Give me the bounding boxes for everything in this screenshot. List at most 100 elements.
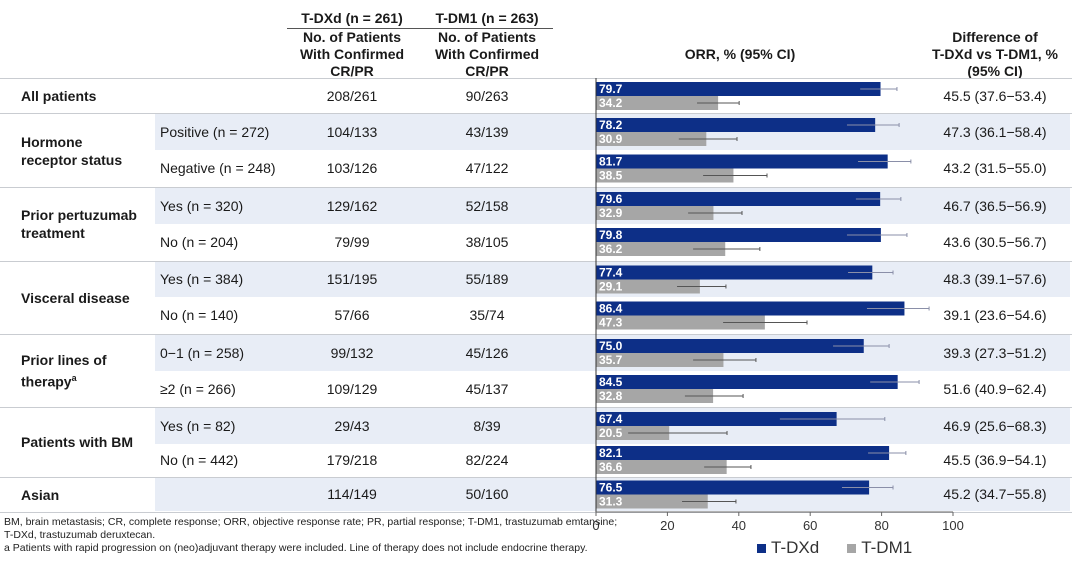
tdxd-bar xyxy=(596,301,905,316)
difference-title-line: Difference of xyxy=(952,29,1038,45)
row-separator xyxy=(0,334,1072,335)
tdm1-value-label: 47.3 xyxy=(599,316,623,330)
footnotes: BM, brain metastasis; CR, complete respo… xyxy=(4,516,624,555)
difference-title-line: T-DXd vs T-DM1, % xyxy=(931,46,1059,62)
legend-label-tdxd: T-DXd xyxy=(771,538,820,557)
tdm1-bar xyxy=(596,389,714,403)
tdm1-bar xyxy=(596,96,719,110)
tdxd-responders: 104/133 xyxy=(326,124,378,140)
tdm1-value-label: 36.6 xyxy=(599,460,623,474)
group-label-line: treatment xyxy=(21,225,85,241)
tdm1-bar xyxy=(596,242,726,256)
difference-value: 45.5 (36.9−54.1) xyxy=(943,452,1047,468)
subtitle-line: With Confirmed xyxy=(434,46,540,62)
group-label: All patients xyxy=(21,79,156,113)
tdxd-value-label: 67.4 xyxy=(599,412,623,426)
tdm1-value-label: 36.2 xyxy=(599,242,623,256)
difference-value: 47.3 (36.1−58.4) xyxy=(943,124,1047,140)
tdxd-value-label: 75.0 xyxy=(599,339,623,353)
group-label-line: All patients xyxy=(21,88,97,104)
subgroup-label: Yes (n = 384) xyxy=(160,271,244,287)
subgroup-label: Negative (n = 248) xyxy=(160,160,276,176)
tdxd-value-label: 79.6 xyxy=(599,192,623,206)
tdxd-value-label: 76.5 xyxy=(599,481,623,495)
x-tick-label: 80 xyxy=(874,518,888,533)
difference-value: 43.6 (30.5−56.7) xyxy=(943,234,1047,250)
footnote-marker: a xyxy=(71,373,77,384)
tdm1-responders: 90/263 xyxy=(465,88,509,104)
tdxd-responders: 109/129 xyxy=(326,381,378,397)
tdm1-column-subtitle: No. of Patients With Confirmed CR/PR xyxy=(417,29,557,80)
subgroup-label: No (n = 442) xyxy=(160,452,239,468)
tdxd-bar xyxy=(596,228,881,242)
difference-value: 51.6 (40.9−62.4) xyxy=(943,381,1047,397)
legend-label-tdm1: T-DM1 xyxy=(861,538,913,557)
tdm1-responders: 45/126 xyxy=(465,345,509,361)
footnote-abbreviations-cont: T-DXd, trastuzumab deruxtecan. xyxy=(4,529,156,541)
group-label-line: Asian xyxy=(21,486,60,503)
tdxd-column-subtitle: No. of Patients With Confirmed CR/PR xyxy=(282,29,422,80)
footnote-abbreviations: BM, brain metastasis; CR, complete respo… xyxy=(4,516,618,528)
tdm1-bar xyxy=(596,206,714,220)
tdxd-responders: 99/132 xyxy=(330,345,374,361)
tdm1-column-title: T-DM1 (n = 263) xyxy=(435,10,539,26)
tdxd-responders: 129/162 xyxy=(326,198,378,214)
tdxd-bar xyxy=(596,480,870,495)
tdm1-responders: 45/137 xyxy=(465,381,509,397)
tdm1-value-label: 32.9 xyxy=(599,206,623,220)
difference-value: 43.2 (31.5−55.0) xyxy=(943,160,1047,176)
x-tick-label: 0 xyxy=(592,518,599,533)
tdm1-responders: 82/224 xyxy=(465,452,509,468)
tdxd-column-title: T-DXd (n = 261) xyxy=(301,10,403,26)
tdxd-bar xyxy=(596,82,881,96)
group-label: Patients with BM xyxy=(21,408,156,476)
group-label: Prior lines of therapya xyxy=(21,335,156,407)
tdm1-value-label: 34.2 xyxy=(599,96,623,110)
group-label-line: Patients with BM xyxy=(21,434,134,450)
tdm1-value-label: 20.5 xyxy=(599,426,623,440)
row-separator xyxy=(0,113,1072,114)
x-tick-label: 60 xyxy=(803,518,817,533)
x-tick-label: 20 xyxy=(660,518,674,533)
subtitle-line: CR/PR xyxy=(330,63,374,79)
tdm1-responders: 38/105 xyxy=(465,234,509,250)
subtitle-line: No. of Patients xyxy=(302,29,401,45)
difference-column-title: Difference of T-DXd vs T-DM1, % (95% CI) xyxy=(920,29,1070,80)
tdxd-value-label: 77.4 xyxy=(599,266,623,280)
tdm1-bar xyxy=(596,279,700,294)
tdm1-value-label: 35.7 xyxy=(599,353,623,367)
tdm1-bar xyxy=(596,132,707,146)
subgroup-label: No (n = 140) xyxy=(160,307,239,323)
tdxd-value-label: 82.1 xyxy=(599,446,623,460)
group-label: Asian xyxy=(21,478,156,511)
subtitle-line: CR/PR xyxy=(465,63,509,79)
tdxd-responders: 208/261 xyxy=(326,88,378,104)
tdxd-bar xyxy=(596,118,876,132)
footnote-a: a Patients with rapid progression on (ne… xyxy=(4,542,588,554)
tdxd-responders: 29/43 xyxy=(334,418,370,434)
group-label-line: Hormone xyxy=(21,133,83,150)
tdm1-responders: 8/39 xyxy=(473,418,501,434)
tdxd-value-label: 81.7 xyxy=(599,155,623,169)
group-label-line: Visceral disease xyxy=(21,290,130,306)
legend-swatch-tdxd xyxy=(757,543,766,553)
tdxd-value-label: 79.8 xyxy=(599,228,623,242)
tdxd-bar xyxy=(596,446,890,460)
group-label: Hormone receptor status xyxy=(21,114,156,187)
difference-value: 45.2 (34.7−55.8) xyxy=(943,486,1047,502)
row-separator xyxy=(0,261,1072,262)
tdm1-bar xyxy=(596,315,765,330)
row-separator xyxy=(0,477,1072,478)
tdxd-value-label: 84.5 xyxy=(599,375,623,389)
tdxd-bar xyxy=(596,412,837,426)
tdxd-responders: 79/99 xyxy=(334,234,370,250)
subgroup-label: 0−1 (n = 258) xyxy=(160,345,245,361)
legend: T-DXd T-DM1 xyxy=(757,536,912,560)
tdxd-value-label: 79.7 xyxy=(599,82,623,96)
tdxd-responders: 57/66 xyxy=(334,307,370,323)
tdm1-responders: 35/74 xyxy=(469,307,505,323)
difference-value: 45.5 (37.6−53.4) xyxy=(943,88,1047,104)
tdm1-bar xyxy=(596,460,727,474)
tdm1-bar xyxy=(596,168,734,183)
tdm1-responders: 50/160 xyxy=(465,486,509,502)
